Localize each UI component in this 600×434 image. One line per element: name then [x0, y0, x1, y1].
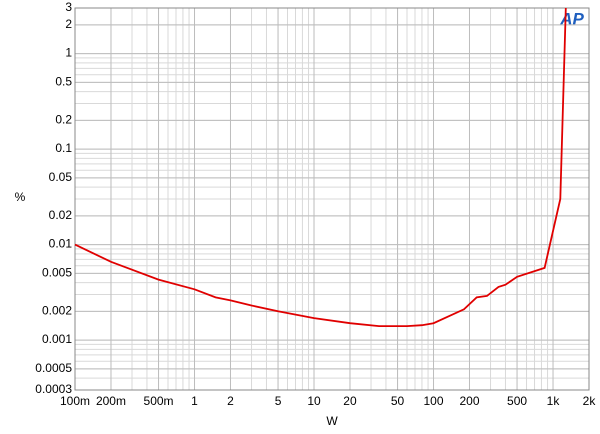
- data-line: [74, 7, 567, 328]
- y-tick-label: 0.005: [42, 265, 72, 279]
- x-tick-label: 2k: [583, 394, 597, 408]
- x-tick-label: 500m: [144, 394, 174, 408]
- y-tick-label: 0.05: [49, 170, 73, 184]
- x-tick-label: 1k: [547, 394, 561, 408]
- x-tick-label: 5: [275, 394, 282, 408]
- x-tick-label: 20: [343, 394, 357, 408]
- y-tick-label: 0.001: [42, 332, 72, 346]
- x-tick-label: 50: [391, 394, 405, 408]
- y-tick-label: 0.01: [49, 237, 73, 251]
- x-tick-label: 200: [459, 394, 479, 408]
- y-tick-label: 0.5: [55, 74, 72, 88]
- y-tick-label: 0.0005: [35, 361, 72, 375]
- y-tick-label: 0.02: [49, 208, 73, 222]
- x-axis-label: W: [326, 414, 338, 428]
- y-tick-label: 3: [65, 0, 72, 14]
- y-tick-label: 0.002: [42, 303, 72, 317]
- logo: AP: [559, 9, 584, 28]
- y-tick-label: 1: [65, 46, 72, 60]
- y-tick-label: 0.1: [55, 141, 72, 155]
- x-tick-label: 1: [191, 394, 198, 408]
- x-tick-label: 100m: [60, 394, 90, 408]
- x-tick-label: 200m: [96, 394, 126, 408]
- y-tick-label: 2: [65, 17, 72, 31]
- y-tick-label: 0.0003: [35, 382, 72, 396]
- y-axis-label: %: [15, 190, 26, 204]
- x-tick-label: 500: [507, 394, 527, 408]
- x-tick-label: 10: [307, 394, 321, 408]
- y-tick-label: 0.2: [55, 112, 72, 126]
- x-tick-label: 2: [227, 394, 234, 408]
- plot-frame: [74, 7, 590, 391]
- x-tick-label: 100: [424, 394, 444, 408]
